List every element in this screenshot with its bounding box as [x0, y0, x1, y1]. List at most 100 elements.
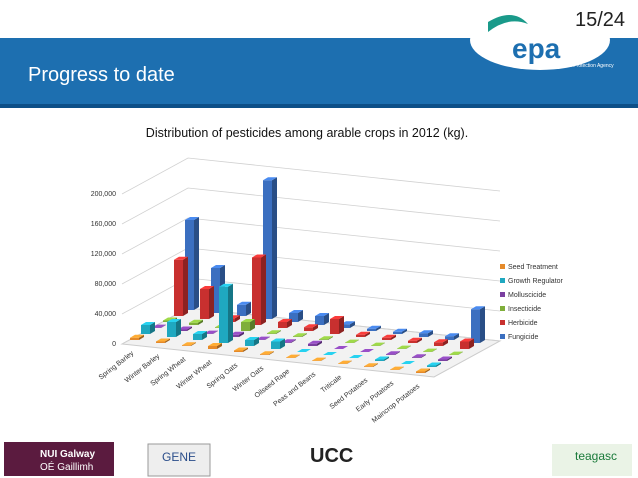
bar-front	[315, 316, 324, 325]
bar-top	[219, 283, 233, 287]
bar-side	[317, 340, 322, 346]
legend-label: Fungicide	[508, 334, 538, 341]
nui-logo	[4, 442, 114, 476]
bar-side	[261, 254, 266, 325]
bar-side	[391, 334, 396, 340]
bar	[182, 342, 196, 346]
bar-top	[208, 343, 222, 346]
chart: 040,00080,000120,000160,000200,000Spring…	[91, 157, 564, 425]
bar-top	[408, 337, 422, 341]
grid-line	[121, 157, 501, 195]
bar	[178, 326, 192, 331]
bar-top	[289, 310, 303, 313]
bar-side	[246, 301, 251, 316]
bar	[304, 324, 318, 331]
bar-front	[445, 336, 454, 340]
bar	[230, 331, 244, 337]
y-tick-label: 120,000	[91, 251, 116, 258]
gene-logo	[147, 443, 211, 477]
bar	[382, 334, 396, 340]
bar	[167, 319, 181, 337]
bar	[471, 306, 485, 343]
bar	[200, 286, 214, 319]
bar-top	[371, 342, 385, 346]
bar	[345, 339, 359, 343]
logo-backdrop	[470, 10, 610, 70]
bar-top	[419, 330, 433, 334]
bar-top	[345, 339, 359, 343]
nui-name: NUI Galway	[40, 449, 95, 460]
bar-front	[230, 334, 239, 337]
legend-label: Growth Regulator	[508, 278, 564, 285]
bar-front	[211, 268, 220, 313]
teagasc-logo	[552, 444, 632, 476]
bar-top	[241, 319, 255, 322]
bar-front	[189, 322, 198, 325]
bar	[237, 301, 251, 316]
bar-front	[386, 354, 395, 355]
bar-top	[382, 334, 396, 338]
bar-top	[200, 286, 214, 289]
bar-side	[469, 338, 474, 349]
bar-side	[295, 354, 300, 358]
bar	[185, 217, 199, 310]
bar-front	[438, 359, 447, 361]
bar-top	[152, 324, 166, 328]
y-tick-label: 0	[112, 341, 116, 348]
bar-top	[304, 324, 318, 328]
bar-side	[272, 177, 277, 319]
bar-front	[208, 346, 217, 349]
legend-label: Herbicide	[508, 320, 538, 327]
bar-top	[390, 366, 404, 370]
bar-front	[408, 340, 417, 343]
bar-front	[200, 289, 209, 319]
bar-front	[356, 334, 365, 337]
bar-front	[419, 333, 428, 337]
bar	[189, 319, 203, 325]
x-tick-label: Triticale	[320, 374, 343, 395]
bar	[427, 362, 441, 367]
bar-top	[460, 338, 474, 342]
bar-front	[130, 337, 139, 340]
bar	[434, 339, 448, 346]
bar-side	[243, 347, 248, 352]
bar-side	[380, 342, 385, 346]
bar	[315, 313, 329, 325]
bar-side	[239, 331, 244, 337]
bar-front	[219, 286, 228, 343]
bar-top	[323, 352, 337, 355]
bar	[256, 336, 270, 340]
bar-front	[308, 343, 317, 346]
bar	[371, 342, 385, 346]
agency-name: Environmental Protection Agency	[540, 63, 614, 69]
bar-top	[185, 217, 199, 220]
bar-side	[250, 319, 255, 331]
bar-side	[235, 315, 240, 322]
bar-top	[260, 351, 274, 355]
bar-front	[460, 341, 469, 349]
bar	[308, 340, 322, 346]
bar	[319, 336, 333, 340]
legend-swatch	[500, 278, 505, 283]
bar	[252, 254, 266, 325]
bar	[152, 324, 166, 328]
bar-top	[334, 346, 348, 349]
bar-side	[217, 343, 222, 349]
y-tick-label: 80,000	[95, 281, 117, 288]
bar-side	[402, 328, 407, 334]
bar-front	[412, 357, 421, 358]
bar-front	[267, 333, 276, 334]
bar	[412, 354, 426, 358]
bar	[156, 338, 170, 343]
bar-side	[347, 360, 352, 364]
bar-side	[291, 339, 296, 343]
legend-swatch	[500, 264, 505, 269]
nui-irish: OÉ Gaillimh	[40, 460, 93, 473]
bar-side	[443, 339, 448, 346]
bar	[334, 346, 348, 350]
bar-top	[367, 325, 381, 329]
bar	[416, 368, 430, 373]
gene-text: GENE	[162, 450, 196, 464]
